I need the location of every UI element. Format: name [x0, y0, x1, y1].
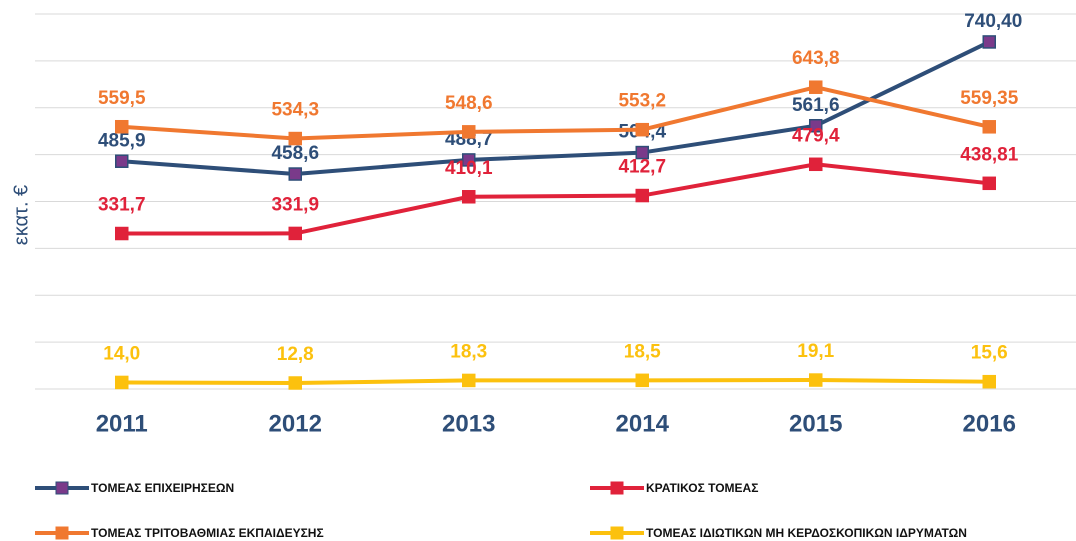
x-tick-label: 2015 [789, 410, 842, 437]
data-label: 14,0 [103, 343, 140, 364]
series-line [121, 162, 990, 236]
data-label: 412,7 [618, 157, 666, 178]
legend-label: ΤΟΜΕΑΣ ΤΡΙΤΟΒΑΘΜΙΑΣ ΕΚΠΑΙΔΕΥΣΗΣ [91, 526, 324, 540]
data-label: 643,8 [792, 48, 840, 69]
series-line [121, 40, 991, 177]
point-marker [288, 376, 302, 390]
data-label: 559,5 [98, 88, 146, 109]
legend-label: ΚΡΑΤΙΚΟΣ ΤΟΜΕΑΣ [646, 481, 758, 495]
data-label: 561,6 [792, 95, 840, 116]
point-marker [635, 373, 649, 388]
data-label: 15,6 [971, 343, 1008, 364]
data-label: 12,8 [277, 344, 314, 365]
point-marker [982, 374, 996, 389]
point-marker [462, 125, 476, 139]
legend-marker [610, 481, 624, 495]
data-label: 553,2 [618, 91, 666, 112]
point-marker [288, 131, 302, 146]
point-marker [809, 157, 823, 172]
point-marker [115, 154, 129, 168]
data-label: 331,7 [98, 195, 146, 216]
point-marker [809, 80, 823, 94]
legend-marker [610, 526, 624, 540]
point-marker [115, 119, 129, 134]
data-label: 548,6 [445, 93, 493, 114]
x-tick-label: 2013 [442, 410, 495, 437]
data-label: 559,35 [960, 88, 1019, 109]
data-label: 410,1 [445, 158, 493, 179]
data-label: 438,81 [960, 144, 1019, 165]
legend-marker [55, 526, 69, 540]
x-tick-label: 2014 [616, 410, 670, 437]
data-label: 740,40 [964, 11, 1022, 32]
x-tick-label: 2011 [96, 410, 148, 437]
point-marker [635, 122, 649, 137]
legend-marker [55, 481, 69, 495]
data-label: 458,6 [271, 143, 319, 164]
data-label: 479,4 [792, 125, 840, 146]
point-marker [115, 375, 129, 390]
data-label: 331,9 [271, 194, 319, 215]
y-axis-label: εκατ. € [10, 185, 32, 245]
point-marker [462, 153, 476, 167]
point-marker [115, 226, 129, 241]
point-marker [288, 167, 302, 181]
series-line [121, 378, 990, 386]
point-marker [635, 188, 649, 203]
point-marker [809, 373, 823, 387]
point-marker [462, 373, 476, 388]
x-tick-label: 2012 [269, 410, 322, 437]
x-tick-label: 2016 [963, 410, 1016, 437]
legend-label: ΤΟΜΕΑΣ ΙΔΙΩΤΙΚΩΝ ΜΗ ΚΕΡΔΟΣΚΟΠΙΚΩΝ ΙΔΡΥΜΑ… [646, 526, 967, 540]
point-marker [635, 145, 649, 160]
point-marker [288, 226, 302, 241]
data-label: 18,5 [624, 341, 661, 362]
legend-label: ΤΟΜΕΑΣ ΕΠΙΧΕΙΡΗΣΕΩΝ [91, 481, 234, 495]
point-marker [462, 190, 476, 204]
data-label: 19,1 [797, 341, 834, 362]
series-line [121, 85, 990, 141]
point-marker [982, 176, 996, 191]
data-label: 485,9 [98, 130, 146, 151]
point-marker [982, 35, 996, 49]
point-marker [982, 120, 996, 134]
data-label: 534,3 [271, 100, 319, 121]
point-marker [809, 119, 823, 133]
data-label: 18,3 [450, 341, 487, 362]
